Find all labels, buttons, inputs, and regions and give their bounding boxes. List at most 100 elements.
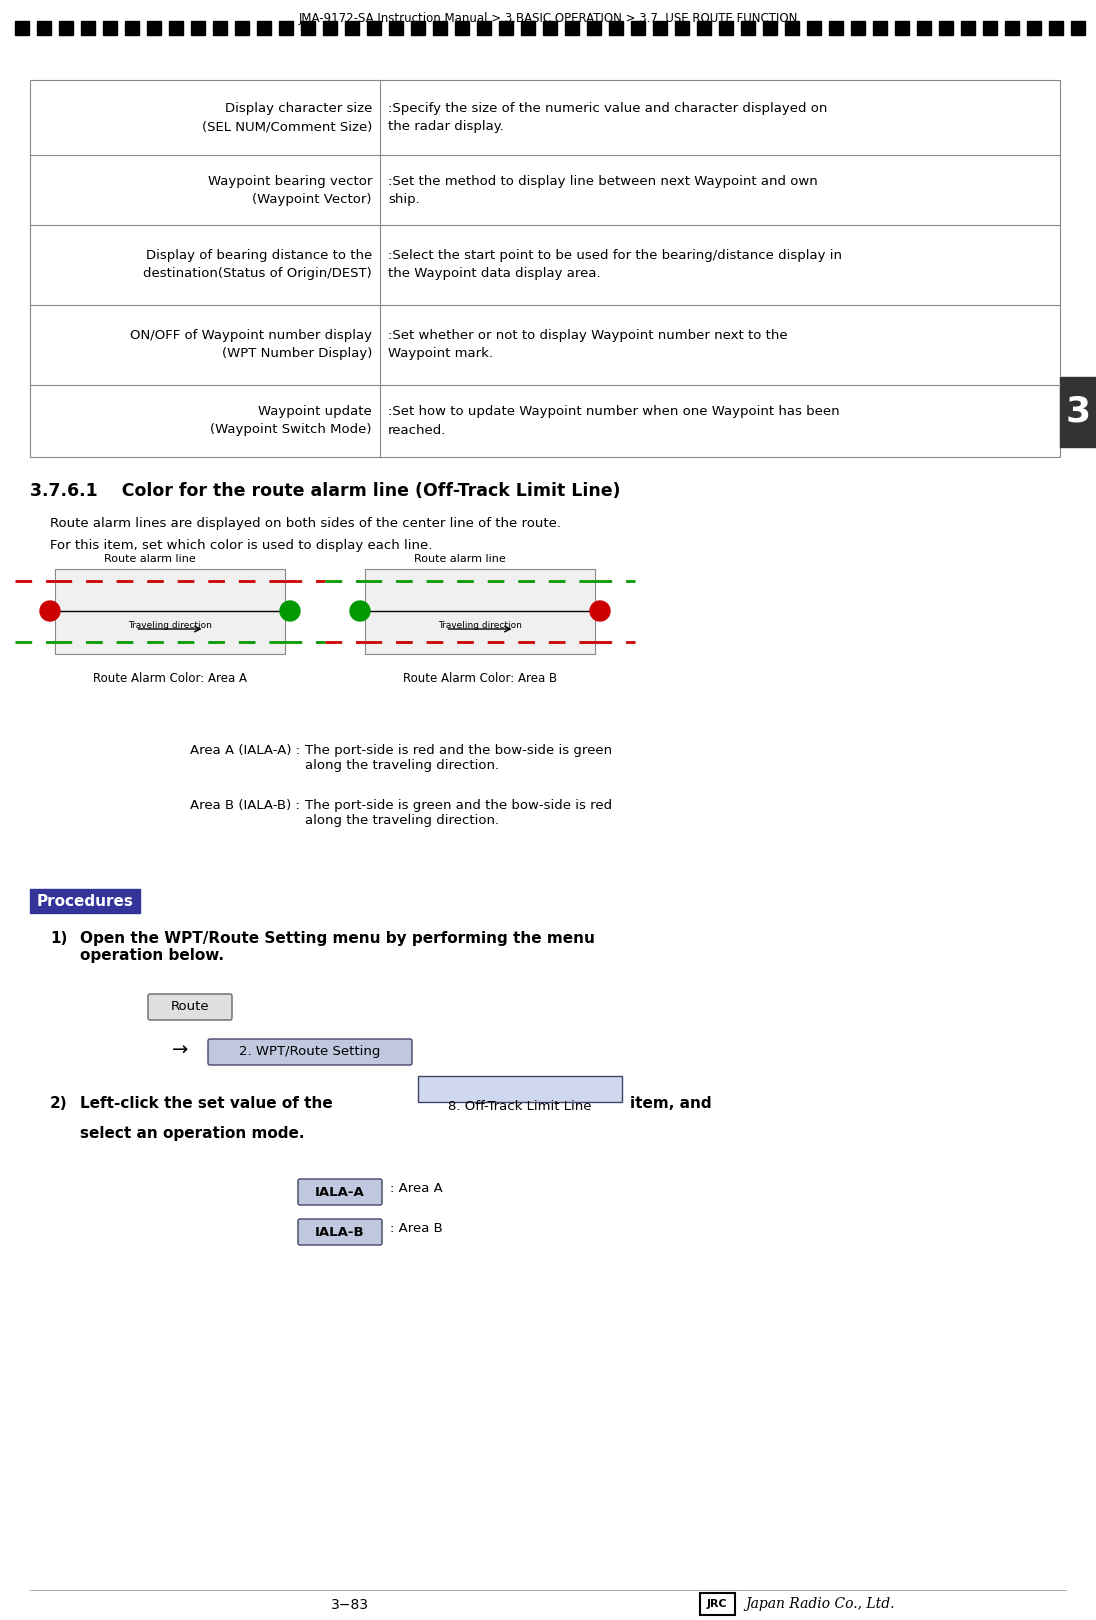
Bar: [653, 21, 667, 36]
Circle shape: [39, 601, 60, 620]
Bar: [55, 569, 285, 654]
Text: Waypoint mark.: Waypoint mark.: [388, 348, 493, 361]
Text: →: →: [172, 1042, 189, 1059]
Bar: [719, 21, 733, 36]
Text: 1): 1): [50, 931, 67, 946]
Bar: [125, 21, 139, 36]
Text: Display character size: Display character size: [225, 102, 372, 115]
Bar: [367, 21, 381, 36]
Text: Procedures: Procedures: [36, 894, 134, 909]
FancyBboxPatch shape: [148, 995, 232, 1021]
Text: reached.: reached.: [388, 423, 446, 436]
Bar: [301, 21, 315, 36]
Text: JRC: JRC: [707, 1599, 728, 1609]
Text: 2): 2): [50, 1097, 68, 1111]
Bar: [874, 21, 887, 36]
Bar: [700, 1592, 735, 1615]
Bar: [455, 21, 469, 36]
FancyBboxPatch shape: [418, 1076, 623, 1102]
Text: Route alarm lines are displayed on both sides of the center line of the route.: Route alarm lines are displayed on both …: [50, 517, 561, 530]
Text: Route: Route: [171, 1001, 209, 1014]
Text: the radar display.: the radar display.: [388, 120, 504, 133]
Bar: [256, 21, 271, 36]
Bar: [30, 889, 140, 914]
Circle shape: [350, 601, 370, 620]
Bar: [587, 21, 601, 36]
Text: Waypoint bearing vector: Waypoint bearing vector: [207, 175, 372, 188]
Text: :Set the method to display line between next Waypoint and own: :Set the method to display line between …: [388, 175, 818, 188]
Bar: [147, 21, 161, 36]
Text: 3−83: 3−83: [331, 1597, 369, 1612]
Bar: [433, 21, 447, 36]
Text: The port-side is green and the bow-side is red
along the traveling direction.: The port-side is green and the bow-side …: [305, 799, 613, 826]
Text: Traveling direction: Traveling direction: [438, 620, 522, 630]
Text: the Waypoint data display area.: the Waypoint data display area.: [388, 267, 601, 280]
Text: IALA-B: IALA-B: [316, 1225, 365, 1239]
Text: ship.: ship.: [388, 193, 420, 206]
Text: Open the WPT/Route Setting menu by performing the menu
operation below.: Open the WPT/Route Setting menu by perfo…: [80, 931, 595, 964]
Bar: [59, 21, 73, 36]
Text: JMA-9172-SA Instruction Manual > 3.BASIC OPERATION > 3.7  USE ROUTE FUNCTION: JMA-9172-SA Instruction Manual > 3.BASIC…: [298, 11, 798, 24]
Bar: [235, 21, 249, 36]
Text: 3.7.6.1    Color for the route alarm line (Off-Track Limit Line): 3.7.6.1 Color for the route alarm line (…: [30, 483, 620, 501]
Bar: [807, 21, 821, 36]
Bar: [499, 21, 513, 36]
Bar: [15, 21, 28, 36]
Bar: [543, 21, 557, 36]
Text: select an operation mode.: select an operation mode.: [80, 1126, 305, 1140]
Bar: [191, 21, 205, 36]
Text: For this item, set which color is used to display each line.: For this item, set which color is used t…: [50, 539, 433, 552]
Bar: [763, 21, 777, 36]
Bar: [741, 21, 755, 36]
Text: Traveling direction: Traveling direction: [128, 620, 212, 630]
Text: : Area B: : Area B: [390, 1223, 443, 1236]
Bar: [345, 21, 359, 36]
Text: IALA-A: IALA-A: [316, 1186, 365, 1199]
Bar: [829, 21, 843, 36]
Bar: [850, 21, 865, 36]
Text: Area B (IALA-B) :: Area B (IALA-B) :: [190, 799, 300, 812]
Bar: [631, 21, 646, 36]
Text: (Waypoint Switch Mode): (Waypoint Switch Mode): [210, 423, 372, 436]
Bar: [477, 21, 491, 36]
Text: Japan Radio Co., Ltd.: Japan Radio Co., Ltd.: [745, 1597, 894, 1610]
Bar: [785, 21, 799, 36]
Bar: [169, 21, 183, 36]
FancyBboxPatch shape: [208, 1038, 412, 1064]
Bar: [917, 21, 931, 36]
Text: Waypoint update: Waypoint update: [259, 405, 372, 418]
Text: :Set whether or not to display Waypoint number next to the: :Set whether or not to display Waypoint …: [388, 329, 788, 342]
Text: 2. WPT/Route Setting: 2. WPT/Route Setting: [239, 1045, 380, 1058]
Text: ON/OFF of Waypoint number display: ON/OFF of Waypoint number display: [130, 329, 372, 342]
Bar: [411, 21, 425, 36]
FancyBboxPatch shape: [298, 1179, 383, 1205]
Circle shape: [590, 601, 610, 620]
Bar: [675, 21, 689, 36]
Text: :Select the start point to be used for the bearing/distance display in: :Select the start point to be used for t…: [388, 249, 842, 262]
Bar: [521, 21, 535, 36]
Text: 8. Off-Track Limit Line: 8. Off-Track Limit Line: [448, 1100, 592, 1113]
Bar: [30, 79, 1060, 457]
Text: Route alarm line: Route alarm line: [414, 554, 506, 564]
Bar: [1049, 21, 1063, 36]
Bar: [895, 21, 909, 36]
Text: destination(Status of Origin/DEST): destination(Status of Origin/DEST): [144, 267, 372, 280]
Bar: [939, 21, 954, 36]
Text: Display of bearing distance to the: Display of bearing distance to the: [146, 249, 372, 262]
Circle shape: [279, 601, 300, 620]
Bar: [697, 21, 711, 36]
Text: item, and: item, and: [630, 1097, 711, 1111]
FancyBboxPatch shape: [298, 1218, 383, 1246]
Text: Route Alarm Color: Area B: Route Alarm Color: Area B: [403, 672, 557, 685]
Bar: [1027, 21, 1041, 36]
Text: (WPT Number Display): (WPT Number Display): [221, 348, 372, 361]
Bar: [365, 569, 595, 654]
Text: 3: 3: [1065, 395, 1091, 429]
Bar: [609, 21, 623, 36]
Bar: [279, 21, 293, 36]
Bar: [1005, 21, 1019, 36]
Bar: [103, 21, 117, 36]
Bar: [983, 21, 997, 36]
Text: (SEL NUM/Comment Size): (SEL NUM/Comment Size): [202, 120, 372, 133]
Text: Area A (IALA-A) :: Area A (IALA-A) :: [190, 744, 300, 757]
